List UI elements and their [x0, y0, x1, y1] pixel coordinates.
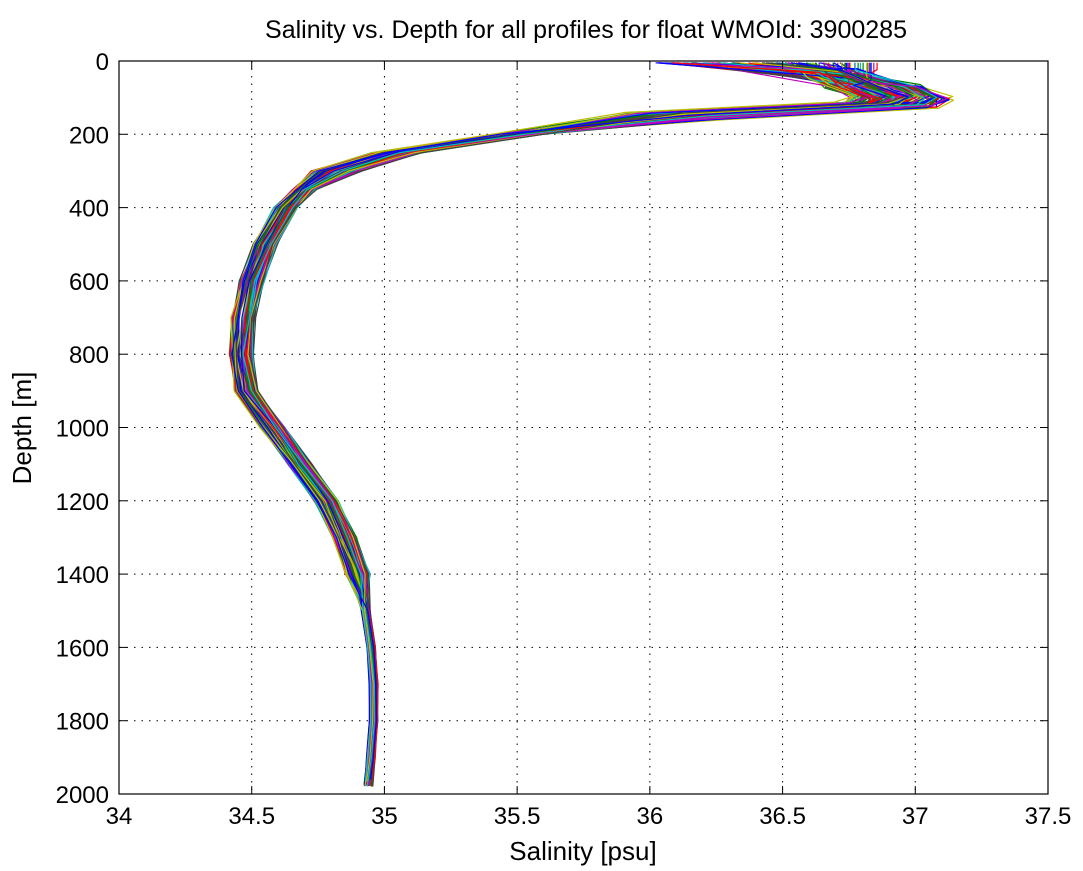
x-tick-label: 35.5 — [494, 803, 541, 830]
profile-line — [231, 62, 909, 780]
y-tick-label: 1000 — [56, 416, 109, 443]
x-tick-label: 35 — [371, 803, 398, 830]
x-tick-label: 37 — [902, 803, 929, 830]
y-tick-label: 1800 — [56, 709, 109, 736]
y-tick-label: 1200 — [56, 489, 109, 516]
y-tick-label: 400 — [69, 196, 109, 223]
profile-line — [242, 62, 938, 781]
y-axis-label: Depth [m] — [7, 372, 37, 485]
x-tick-labels: 34 34.5 35 35.5 36 36.5 37 37.5 — [106, 803, 1072, 830]
y-tick-label: 800 — [69, 342, 109, 369]
axis-ticks — [118, 60, 1049, 795]
x-tick-label: 37.5 — [1025, 803, 1072, 830]
y-tick-label: 1400 — [56, 562, 109, 589]
x-axis-label: Salinity [psu] — [509, 836, 656, 866]
profile-lines — [228, 62, 955, 787]
y-tick-label: 0 — [96, 49, 109, 76]
profile-line — [251, 62, 926, 783]
y-tick-label: 1600 — [56, 635, 109, 662]
y-tick-label: 200 — [69, 122, 109, 149]
x-tick-label: 36.5 — [759, 803, 806, 830]
x-tick-label: 36 — [637, 803, 664, 830]
plot-frame — [118, 60, 1049, 795]
grid — [119, 61, 1048, 794]
x-tick-label: 34.5 — [228, 803, 275, 830]
chart-title: Salinity vs. Depth for all profiles for … — [265, 16, 907, 44]
y-tick-label: 2000 — [56, 782, 109, 809]
x-tick-label: 34 — [106, 803, 133, 830]
y-tick-labels: 0 200 400 600 800 1000 1200 1400 1600 1800 2000 — [56, 49, 109, 809]
y-tick-label: 600 — [69, 269, 109, 296]
